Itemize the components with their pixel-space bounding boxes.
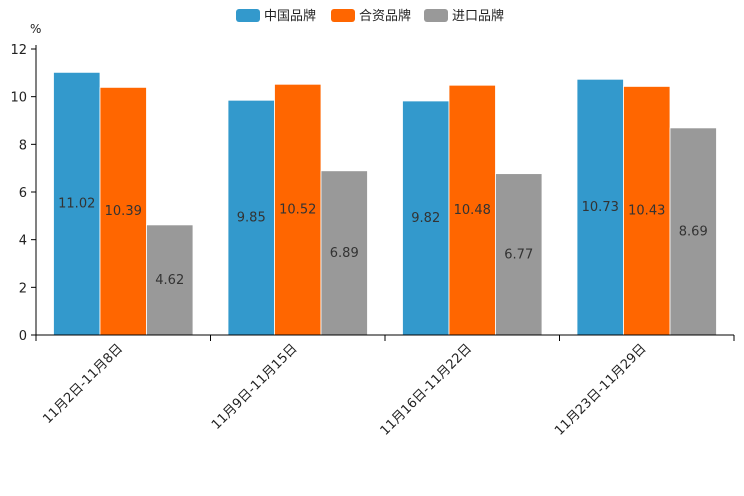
y-tick-label: 6: [19, 186, 27, 201]
bar: [402, 100, 450, 336]
y-axis: 0 2 4 6 8 10 12: [10, 43, 37, 344]
bar-data-label: 10.48: [454, 203, 491, 218]
bar-data-label: 4.62: [155, 273, 184, 288]
bar: [623, 86, 671, 336]
bar-data-label: 8.69: [679, 224, 708, 239]
x-category-label: 11月9日-11月15日: [209, 341, 301, 433]
x-axis: 11月2日-11月8日 11月9日-11月15日 11月16日-11月22日 11月2…: [35, 334, 735, 439]
legend-swatch: [424, 9, 448, 22]
x-category-label: 11月23日-11月29日: [552, 341, 649, 438]
legend-label: 合资品牌: [359, 8, 411, 24]
legend-label: 中国品牌: [264, 8, 316, 24]
bar-data-label: 11.02: [58, 197, 95, 212]
bar-data-label: 9.85: [237, 211, 266, 226]
legend-swatch: [236, 9, 260, 22]
bar: [669, 127, 717, 336]
y-tick-label: 0: [19, 329, 27, 344]
bar-data-label: 10.73: [582, 200, 619, 215]
y-tick-label: 12: [10, 43, 27, 58]
bar: [99, 86, 147, 336]
bar-data-label: 9.82: [411, 211, 440, 226]
bar-data-label: 10.39: [105, 204, 142, 219]
legend-swatch: [331, 9, 355, 22]
y-tick-label: 2: [19, 281, 27, 296]
x-category-label: 11月2日-11月8日: [40, 341, 126, 427]
bar-data-label: 10.43: [628, 204, 665, 219]
bar: [146, 224, 194, 336]
y-axis-unit-label: %: [30, 22, 41, 36]
y-tick-label: 4: [19, 234, 27, 249]
bar: [53, 71, 101, 336]
legend-label: 进口品牌: [452, 8, 504, 24]
bar-data-label: 10.52: [279, 203, 316, 218]
bar: [448, 84, 496, 336]
bar: [320, 170, 368, 336]
x-category-label: 11月16日-11月22日: [378, 341, 475, 438]
y-tick-label: 10: [10, 91, 27, 106]
legend: 中国品牌 合资品牌 进口品牌: [236, 8, 504, 24]
bars: 11.02 10.39 4.62 9.85 10.52 6.89 9.82 10.48 6.77…: [53, 71, 717, 336]
bar-data-label: 6.77: [504, 247, 533, 262]
bar-data-label: 6.89: [330, 246, 359, 261]
y-tick-label: 8: [19, 138, 27, 153]
